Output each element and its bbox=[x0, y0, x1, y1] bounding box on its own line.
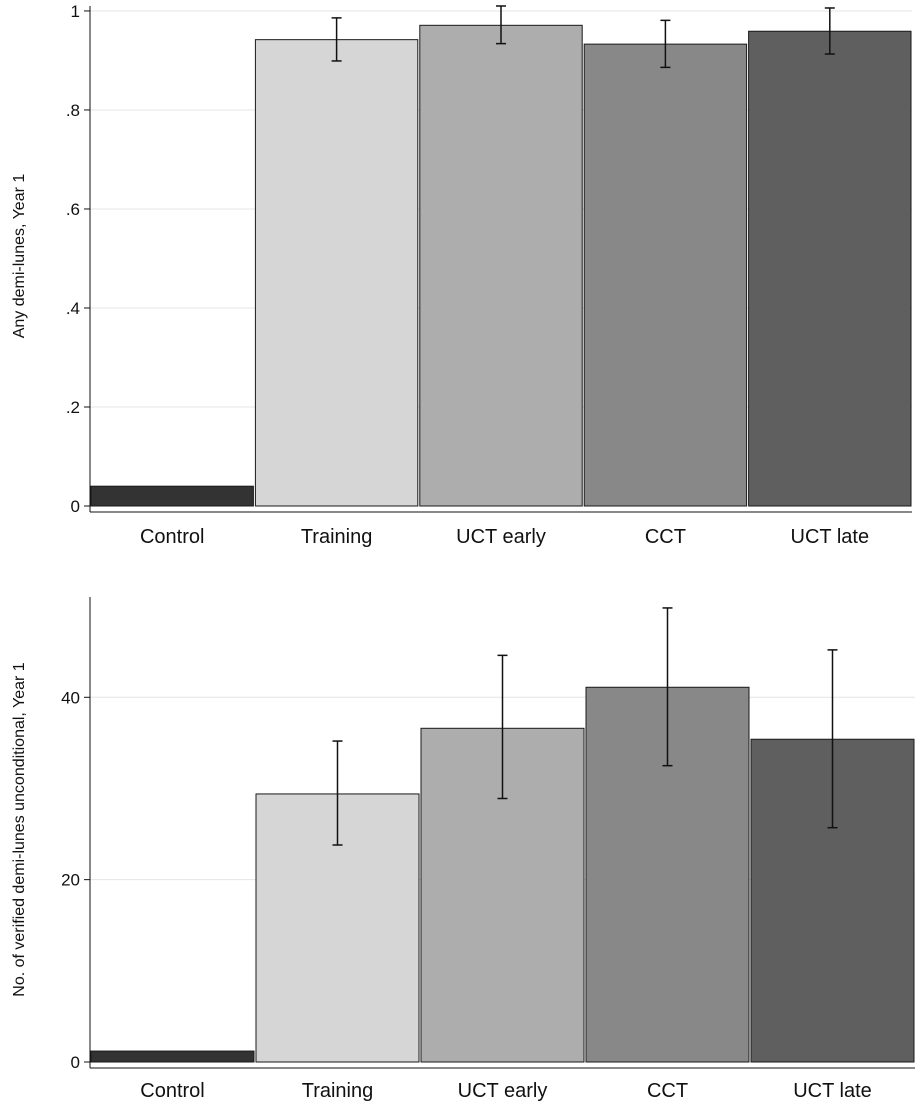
error-bar bbox=[827, 649, 838, 829]
error-bar bbox=[497, 654, 508, 800]
bar-control bbox=[90, 485, 254, 507]
bar-uct-late bbox=[748, 30, 912, 507]
y-axis-title: No. of verified demi-lunes unconditional… bbox=[11, 662, 28, 997]
y-tick-label: 0 bbox=[71, 1053, 80, 1072]
error-bar bbox=[331, 17, 342, 62]
y-axis-title: Any demi-lunes, Year 1 bbox=[11, 174, 28, 339]
bar-cct bbox=[583, 43, 748, 507]
y-tick-label: 0 bbox=[71, 497, 80, 516]
x-tick-label: Training bbox=[302, 1080, 374, 1102]
x-tick-label: UCT late bbox=[791, 526, 870, 548]
x-tick-label: UCT early bbox=[456, 526, 546, 548]
error-bar bbox=[660, 19, 671, 69]
x-tick-label: UCT late bbox=[793, 1080, 872, 1102]
x-tick-label: Control bbox=[140, 526, 204, 548]
bar-control bbox=[90, 1050, 255, 1063]
x-tick-label: CCT bbox=[645, 526, 686, 548]
y-tick-label: 1 bbox=[71, 2, 80, 21]
y-tick-label: .4 bbox=[66, 299, 80, 318]
y-tick-label: 20 bbox=[61, 871, 80, 890]
y-tick-label: .6 bbox=[66, 200, 80, 219]
y-tick-label: .8 bbox=[66, 101, 80, 120]
error-bar bbox=[824, 7, 835, 55]
chart-panel-any-demi-lunes: 0 .2 .4 .6 .8 1 Control Training UCT early CCT UCT… bbox=[11, 2, 912, 548]
y-tick-label: 40 bbox=[61, 688, 80, 707]
error-bar bbox=[662, 607, 673, 767]
y-tick-label: .2 bbox=[66, 398, 80, 417]
error-bar bbox=[332, 740, 343, 846]
chart-panel-verified-demi-lunes: 0 20 40 Control Training UCT early CCT UCT late… bbox=[11, 597, 915, 1102]
x-tick-label: Training bbox=[301, 526, 373, 548]
x-tick-label: CCT bbox=[647, 1080, 688, 1102]
error-bar bbox=[496, 5, 506, 45]
x-tick-label: UCT early bbox=[458, 1080, 548, 1102]
x-tick-label: Control bbox=[140, 1080, 204, 1102]
bar-uct-early bbox=[419, 24, 583, 507]
bar-training bbox=[254, 39, 419, 507]
